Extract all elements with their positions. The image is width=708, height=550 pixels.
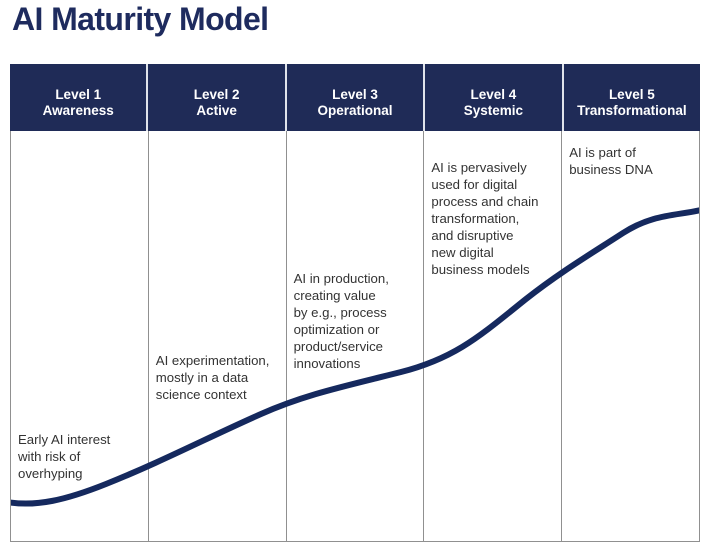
column-level-5: AI is part of business DNA	[561, 131, 699, 541]
level-5-description: AI is part of business DNA	[569, 145, 653, 177]
column-level-1: Early AI interest with risk of overhypin…	[11, 131, 148, 541]
level-3-name: Operational	[317, 102, 393, 118]
level-2-description: AI experimentation, mostly in a data sci…	[155, 353, 270, 402]
level-4-description: AI is pervasively used for digital proce…	[431, 160, 539, 277]
page-title: AI Maturity Model	[12, 1, 269, 37]
level-3-label: Level 3	[332, 86, 378, 102]
level-3-description: AI in production, creating value by e.g.…	[293, 271, 389, 371]
level-1-label: Level 1	[55, 86, 102, 102]
column-level-4: AI is pervasively used for digital proce…	[423, 131, 561, 541]
table-header-row: Level 1 Awareness Level 2 Active Level 3…	[10, 64, 700, 131]
level-2-name: Active	[196, 102, 237, 118]
header-cell-level-5: Level 5 Transformational	[561, 64, 700, 131]
header-cell-level-3: Level 3 Operational	[284, 64, 423, 131]
header-cell-level-2: Level 2 Active	[146, 64, 284, 131]
table-body: Early AI interest with risk of overhypin…	[10, 131, 700, 542]
level-5-name: Transformational	[577, 102, 687, 118]
column-level-3: AI in production, creating value by e.g.…	[285, 131, 424, 541]
level-4-name: Systemic	[463, 102, 524, 118]
level-2-label: Level 2	[193, 86, 240, 102]
column-level-2: AI experimentation, mostly in a data sci…	[147, 131, 286, 541]
header-cell-level-1: Level 1 Awareness	[10, 64, 146, 131]
level-1-name: Awareness	[42, 102, 114, 118]
header-cell-level-4: Level 4 Systemic	[423, 64, 561, 131]
level-1-description: Early AI interest with risk of overhypin…	[18, 432, 111, 481]
level-4-label: Level 4	[470, 86, 517, 102]
maturity-table: Level 1 Awareness Level 2 Active Level 3…	[10, 64, 700, 542]
level-5-label: Level 5	[608, 86, 655, 102]
